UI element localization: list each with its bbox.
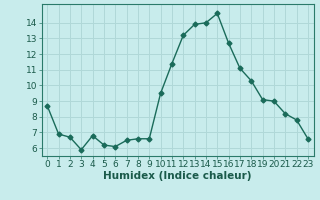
X-axis label: Humidex (Indice chaleur): Humidex (Indice chaleur) [103, 171, 252, 181]
